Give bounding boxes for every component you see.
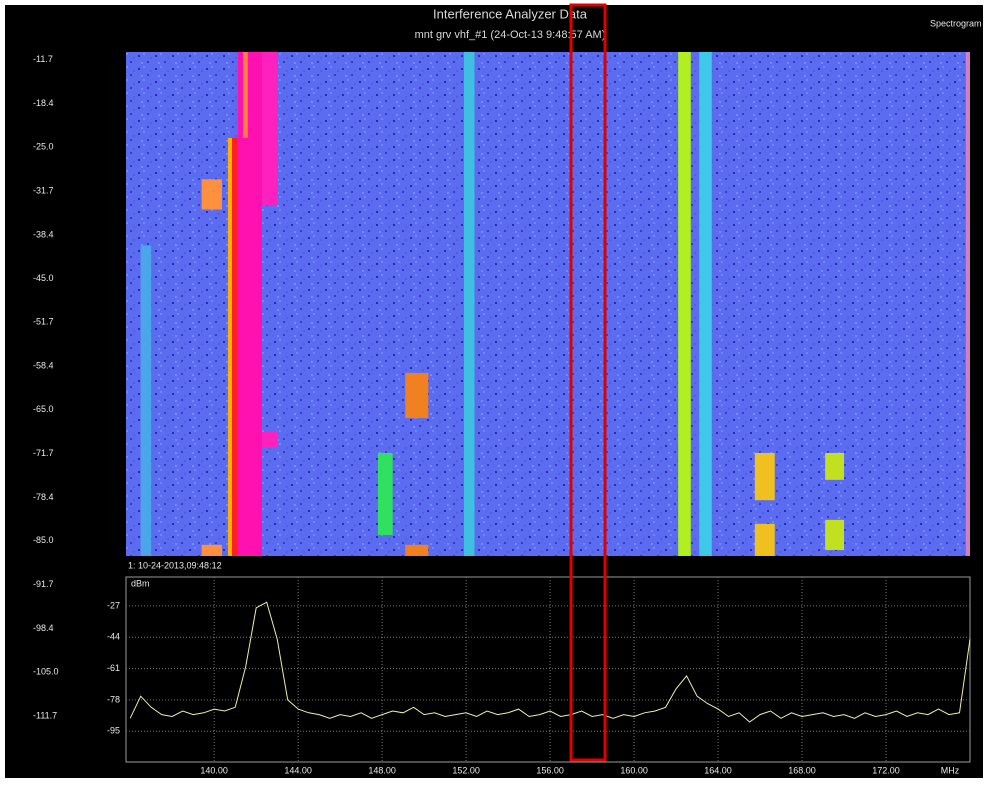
x-tick-label: 152.00	[452, 765, 480, 775]
signal-band	[464, 52, 475, 556]
y-tick-label: -95	[107, 726, 120, 736]
trace-plot: -27 -44 -61 -78 -95 140.00 144.00 148.00 152.00 1…	[107, 576, 971, 775]
signal-band	[262, 52, 279, 206]
signal-band	[405, 544, 429, 556]
x-tick-label: 148.00	[368, 765, 396, 775]
signal-band	[965, 52, 970, 556]
signal-band	[201, 544, 222, 556]
signal-band	[242, 52, 248, 138]
signal-band	[754, 523, 775, 556]
x-tick-label: 140.00	[200, 765, 228, 775]
x-tick-label: 164.00	[704, 765, 732, 775]
time-tick-label: -45.0	[33, 273, 54, 283]
time-tick-label: -78.4	[33, 492, 54, 502]
x-tick-label: 168.00	[788, 765, 816, 775]
signal-band	[699, 52, 712, 556]
signal-band	[678, 52, 691, 556]
signal-band	[262, 431, 279, 448]
timestamp: 1: 10-24-2013,09:48:12	[128, 560, 222, 570]
view-label: Spectrogram	[930, 18, 982, 28]
time-tick-label: -111.7	[33, 710, 57, 720]
y-tick-label: -44	[107, 632, 120, 642]
y-tick-label: -78	[107, 694, 120, 704]
x-tick-label: 156.00	[536, 765, 564, 775]
signal-band	[201, 179, 222, 210]
signal-band	[825, 452, 845, 480]
time-tick-label: -65.0	[33, 404, 54, 414]
time-tick-label: -98.4	[33, 623, 54, 633]
time-tick-label: -18.4	[33, 98, 54, 108]
signal-band	[237, 52, 263, 556]
x-axis-label: MHz	[941, 765, 960, 775]
signal-band	[405, 372, 429, 419]
x-tick-label: 160.00	[620, 765, 648, 775]
signal-band	[232, 137, 238, 556]
time-tick-label: -31.7	[33, 185, 54, 195]
time-tick-label: -58.4	[33, 361, 54, 371]
time-tick-label: -85.0	[33, 535, 54, 545]
x-tick-label: 172.00	[872, 765, 900, 775]
time-tick-label: -25.0	[33, 142, 54, 152]
signal-band	[140, 245, 152, 556]
y-axis-label: dBm	[131, 578, 150, 588]
signal-band	[825, 519, 845, 551]
time-tick-label: -91.7	[33, 579, 54, 589]
trace-line	[129, 601, 971, 723]
signal-band	[377, 452, 393, 535]
time-tick-label: -105.0	[33, 666, 59, 676]
time-tick-label: -71.7	[33, 448, 54, 458]
x-tick-label: 144.00	[284, 765, 312, 775]
time-tick-label: -51.7	[33, 317, 54, 327]
subtitle: mnt grv vhf_#1 (24-Oct-13 9:48:57 AM)	[415, 29, 606, 41]
time-tick-label: -38.4	[33, 229, 54, 239]
title: Interference Analyzer Data	[433, 6, 588, 21]
signal-band	[228, 137, 233, 556]
highlight-box	[569, 3, 607, 762]
signal-band	[754, 452, 775, 501]
plot-frame	[125, 576, 971, 763]
spectrogram: -11.7 -18.4 -25.0 -31.7 -38.4 -45.0 -51.7 -58.4…	[33, 52, 970, 720]
y-tick-label: -61	[107, 663, 120, 673]
y-tick-label: -27	[107, 600, 120, 610]
time-tick-label: -11.7	[33, 54, 53, 64]
